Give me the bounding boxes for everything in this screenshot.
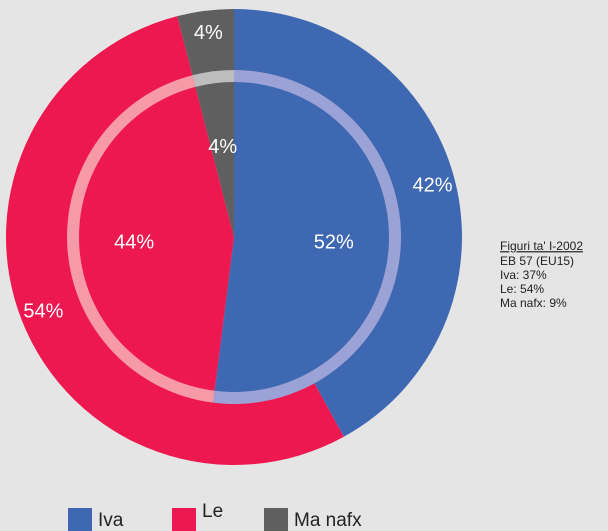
value-label: 42%	[413, 174, 453, 196]
legend-label: Iva	[98, 510, 124, 531]
value-label: 4%	[208, 136, 237, 158]
annotation-line: Iva: 37%	[500, 268, 547, 282]
annotation-line: Le: 54%	[500, 282, 544, 296]
legend-swatch	[172, 508, 196, 531]
annotation-title: Figuri ta' I-2002	[500, 239, 583, 253]
legend-label: Ma nafx	[294, 510, 362, 531]
legend-swatch	[68, 508, 92, 531]
slice	[195, 82, 234, 237]
legend-swatch	[264, 508, 288, 531]
slice	[214, 82, 390, 393]
annotation-line: EB 57 (EU15)	[500, 254, 574, 268]
slice	[79, 86, 234, 391]
value-label: 4%	[194, 22, 223, 44]
value-label: 54%	[23, 301, 63, 323]
value-label: 52%	[314, 232, 354, 254]
annotation-line: Ma nafx: 9%	[500, 296, 567, 310]
legend-label: Le	[202, 501, 223, 522]
value-label: 44%	[114, 232, 154, 254]
